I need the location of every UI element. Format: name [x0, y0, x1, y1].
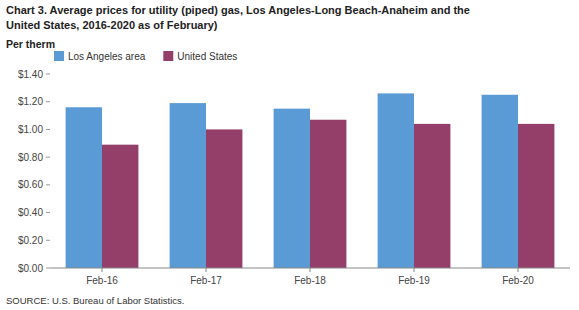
y-tick: [46, 74, 50, 75]
bar: [170, 103, 206, 268]
bar: [482, 95, 518, 268]
y-tick: [46, 129, 50, 130]
bar: [518, 124, 554, 268]
bar: [102, 145, 138, 268]
y-tick: [46, 184, 50, 185]
y-tick-label: $1.00: [18, 124, 43, 135]
title: Chart 3. Average prices for utility (pip…: [6, 4, 470, 16]
y-tick-label: $0.20: [18, 235, 43, 246]
y-tick-label: $1.40: [18, 69, 43, 80]
bar: [66, 107, 102, 268]
x-tick: [414, 268, 415, 272]
legend-swatch: [163, 51, 173, 61]
chart: Chart 3. Average prices for utility (pip…: [0, 0, 579, 310]
legend-swatch: [54, 51, 64, 61]
x-tick-label: Feb-20: [502, 275, 534, 286]
x-tick: [518, 268, 519, 272]
y-tick-label: $1.20: [18, 96, 43, 107]
x-tick-label: Feb-18: [294, 275, 326, 286]
y-tick-label: $0.00: [18, 263, 43, 274]
legend: Los Angeles area United States: [54, 51, 237, 62]
bars: [66, 93, 555, 268]
bar: [414, 124, 450, 268]
y-tick: [46, 101, 50, 102]
bar: [378, 93, 414, 268]
y-tick-label: $0.60: [18, 179, 43, 190]
subtitle: United States, 2016-2020 as of February): [6, 19, 218, 31]
legend-label: Los Angeles area: [68, 51, 146, 62]
y-tick: [46, 268, 50, 269]
y-tick: [46, 240, 50, 241]
x-tick: [206, 268, 207, 272]
y-tick: [46, 157, 50, 158]
bar: [206, 129, 242, 268]
x-tick-label: Feb-16: [86, 275, 118, 286]
y-tick-label: $0.80: [18, 152, 43, 163]
bar: [274, 109, 310, 268]
y-axis-label: Per therm: [6, 38, 55, 50]
y-tick-label: $0.40: [18, 207, 43, 218]
x-tick-label: Feb-19: [398, 275, 430, 286]
source-note: SOURCE: U.S. Bureau of Labor Statistics.: [6, 295, 184, 306]
x-tick: [102, 268, 103, 272]
x-tick: [310, 268, 311, 272]
y-tick: [46, 212, 50, 213]
x-tick-label: Feb-17: [190, 275, 222, 286]
bar: [310, 120, 346, 268]
legend-label: United States: [177, 51, 237, 62]
